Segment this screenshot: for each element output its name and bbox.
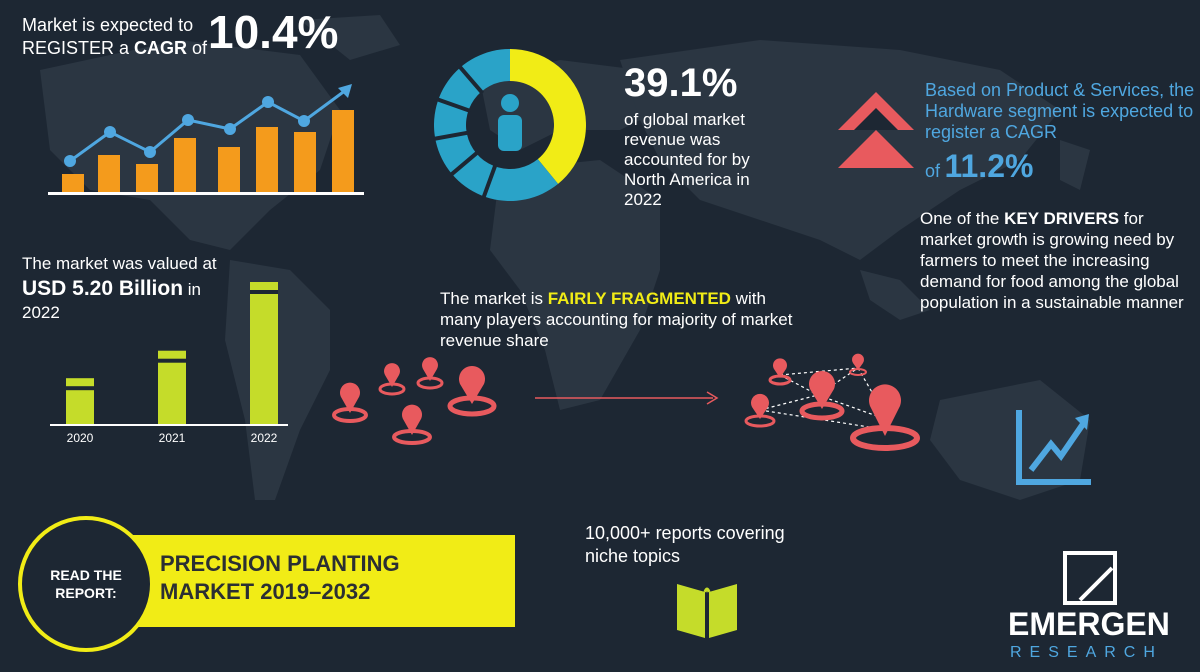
location-pin-icon xyxy=(447,366,497,417)
scattered-pins-graphic xyxy=(332,357,497,445)
hardware-of: of xyxy=(925,161,941,181)
market-value-bar xyxy=(66,378,94,424)
valuation-line2: USD 5.20 Billion in xyxy=(22,277,201,301)
location-pin-icon xyxy=(799,371,845,421)
hardware-text: Based on Product & Services, the Hardwar… xyxy=(925,80,1195,142)
valuation-suffix: in xyxy=(183,280,202,299)
growth-bar xyxy=(332,110,354,192)
cagr-label-line1: Market is expected to xyxy=(22,15,194,35)
cagr-suffix: of xyxy=(187,38,208,58)
donut-segment-gap xyxy=(432,130,470,141)
location-pin-icon xyxy=(392,404,432,445)
key-drivers-bold: KEY DRIVERS xyxy=(1004,209,1120,228)
growth-bar xyxy=(136,164,158,192)
location-pin-icon xyxy=(768,358,792,386)
fragmented-prefix: The market is xyxy=(440,289,548,308)
location-pin-icon xyxy=(849,353,867,376)
fragmented-text: The market is FAIRLY FRAGMENTED with man… xyxy=(440,288,800,351)
market-value-baseline xyxy=(50,424,288,426)
market-value-year-label: 2020 xyxy=(67,431,94,445)
cagr-label-line2: REGISTER a CAGR of xyxy=(22,37,207,59)
growth-trend-line xyxy=(69,88,347,163)
donut-segment-gap xyxy=(457,64,485,95)
market-value-bar xyxy=(158,350,186,424)
location-pin-icon xyxy=(850,384,920,451)
key-drivers-text: One of the KEY DRIVERS for market growth… xyxy=(920,208,1200,313)
hardware-cagr: of 11.2% xyxy=(925,148,1033,185)
market-value-bar-stripe xyxy=(158,358,186,363)
read-report-button[interactable]: READ THE REPORT: xyxy=(18,516,154,652)
emergen-logo-mark xyxy=(1063,551,1117,605)
fragmented-suffix: with many players accounting for majorit… xyxy=(440,289,793,350)
fragmented-highlight: FAIRLY FRAGMENTED xyxy=(547,289,731,308)
read-report-label: READ THE REPORT: xyxy=(50,567,122,601)
key-drivers-suffix: for market growth is growing need by far… xyxy=(920,209,1184,312)
cagr-prefix: REGISTER a xyxy=(22,38,135,58)
market-value-bar-chart: 2020 2021 2022 xyxy=(50,282,288,445)
connected-pins-graphic xyxy=(744,353,920,451)
north-america-text: of global market revenue was accounted f… xyxy=(624,110,750,209)
growth-bar xyxy=(174,138,196,192)
open-book-icon xyxy=(677,584,737,638)
growth-bar xyxy=(62,174,84,192)
donut-segment-gap xyxy=(449,150,480,177)
donut-segment-gap xyxy=(481,163,498,199)
growth-bar xyxy=(218,147,240,192)
location-pin-icon xyxy=(416,357,444,390)
report-title-line1: PRECISION PLANTING xyxy=(160,551,400,576)
growth-bar xyxy=(98,155,120,192)
cagr-value: 10.4% xyxy=(208,6,339,58)
market-value-year-label: 2021 xyxy=(159,431,186,445)
trend-arrow-head xyxy=(338,84,352,98)
valuation-line1: The market was valued at xyxy=(22,254,217,273)
logo-subtext: RESEARCH xyxy=(1010,644,1163,661)
market-value-bar xyxy=(250,282,278,424)
cagr-bold: CAGR xyxy=(134,38,188,58)
market-value-bar-stripe xyxy=(66,386,94,391)
north-america-donut-chart xyxy=(432,49,586,201)
right-arrow-icon xyxy=(535,391,719,405)
growth-bar xyxy=(256,127,278,192)
growth-baseline xyxy=(48,192,364,195)
hardware-value: 11.2% xyxy=(944,148,1034,184)
growth-bar xyxy=(294,132,316,192)
market-value-year-label: 2022 xyxy=(251,431,278,445)
person-icon xyxy=(498,94,522,151)
market-value-bar-stripe xyxy=(250,290,278,294)
location-pin-icon xyxy=(332,382,368,423)
north-america-share: 39.1% xyxy=(624,61,738,105)
double-up-arrow-icon xyxy=(838,92,914,168)
report-title-line2: MARKET 2019–2032 xyxy=(160,579,371,604)
location-pin-icon xyxy=(744,393,776,428)
growth-chart-icon xyxy=(48,84,364,195)
valuation-year: 2022 xyxy=(22,303,60,322)
trend-up-chart-icon xyxy=(1016,410,1091,485)
valuation-value: USD 5.20 Billion xyxy=(22,277,184,300)
donut-segment-gap xyxy=(435,97,472,113)
key-drivers-prefix: One of the xyxy=(920,209,1005,228)
donut-slice xyxy=(510,49,586,184)
location-pin-icon xyxy=(378,363,406,396)
logo-text: EMERGEN xyxy=(1008,606,1170,642)
reports-text: 10,000+ reports covering niche topics xyxy=(585,523,785,566)
